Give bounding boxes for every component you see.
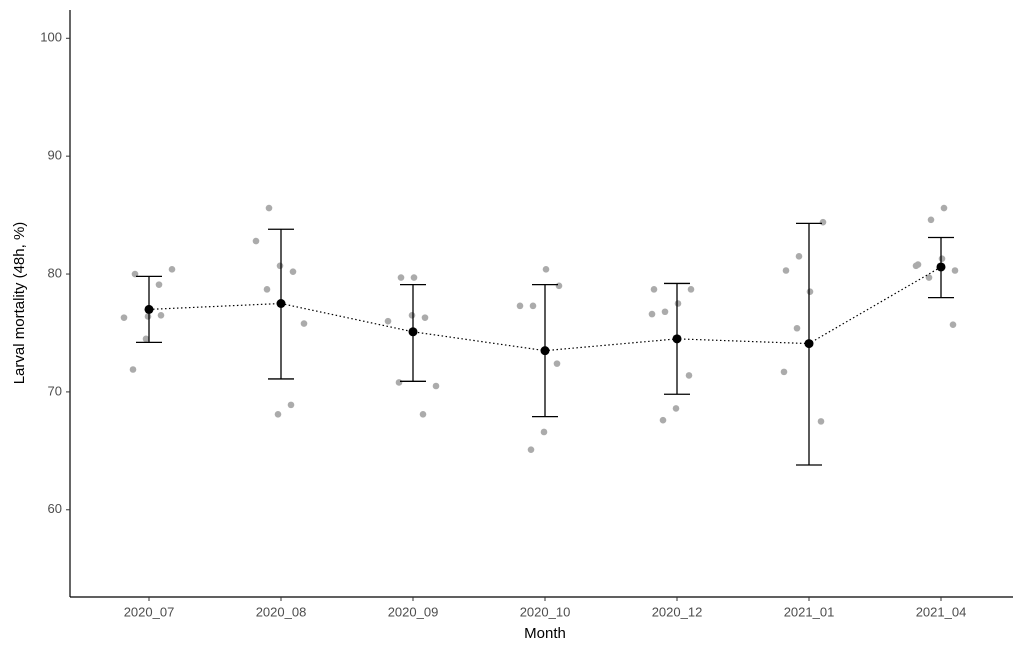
data-point: [806, 288, 814, 296]
data-point: [938, 255, 946, 263]
data-point: [287, 401, 295, 409]
x-axis-label: Month: [524, 625, 566, 642]
mean-point: [144, 304, 154, 314]
data-point: [925, 274, 933, 281]
data-point: [516, 302, 524, 310]
data-point: [780, 368, 788, 376]
data-point: [384, 317, 392, 325]
data-point: [819, 218, 827, 226]
data-point: [131, 270, 139, 278]
data-point: [795, 253, 803, 260]
data-point: [687, 286, 695, 293]
data-point: [553, 360, 561, 367]
mean-point: [672, 334, 682, 344]
data-point: [265, 204, 273, 212]
data-point: [527, 446, 535, 453]
x-tick-label: 2020_08: [256, 604, 307, 619]
x-tick-label: 2020_07: [124, 604, 175, 619]
data-point: [912, 262, 920, 270]
data-point: [410, 274, 418, 281]
data-point: [421, 314, 429, 321]
x-tick-label: 2020_09: [388, 604, 439, 619]
y-tick-label: 100: [40, 30, 62, 45]
data-point: [263, 286, 271, 293]
data-point: [951, 267, 959, 274]
y-tick-label: 90: [48, 148, 62, 163]
data-point: [274, 410, 282, 418]
data-point: [142, 335, 150, 343]
x-tick-label: 2021_01: [784, 604, 835, 619]
mean-point: [804, 339, 814, 349]
mean-point: [408, 327, 418, 337]
mean-point: [276, 299, 286, 308]
data-point: [252, 237, 260, 245]
data-point: [397, 274, 405, 281]
data-point: [940, 204, 948, 212]
data-point: [408, 311, 416, 319]
data-point: [650, 286, 658, 293]
data-point: [659, 416, 667, 424]
data-point: [661, 308, 669, 316]
data-point: [157, 311, 165, 319]
data-point: [129, 366, 137, 373]
data-point: [432, 382, 440, 390]
mean-point: [540, 346, 550, 356]
data-point: [672, 405, 680, 412]
y-tick-label: 70: [48, 383, 62, 398]
data-point: [540, 428, 548, 436]
data-point: [168, 266, 176, 273]
data-point: [120, 314, 128, 321]
data-point: [276, 262, 284, 270]
data-point: [300, 320, 308, 327]
mean-point: [936, 262, 946, 272]
data-point: [289, 268, 297, 275]
x-tick-label: 2020_10: [520, 604, 571, 619]
data-point: [927, 216, 935, 224]
data-point: [529, 302, 537, 310]
y-axis-label: Larval mortality (48h, %): [11, 222, 28, 385]
data-point: [648, 310, 656, 318]
x-tick-label: 2020_12: [652, 604, 703, 619]
y-tick-label: 80: [48, 265, 62, 280]
data-point: [793, 324, 801, 332]
data-point: [395, 379, 403, 386]
x-tick-label: 2021_04: [916, 604, 967, 619]
data-point: [817, 418, 825, 425]
data-point: [542, 266, 550, 273]
data-point: [949, 321, 957, 329]
data-point: [419, 410, 427, 418]
data-point: [685, 372, 693, 379]
data-point: [144, 313, 152, 320]
y-tick-label: 60: [48, 501, 62, 516]
data-point: [674, 300, 682, 307]
data-point: [555, 282, 563, 290]
data-point: [782, 267, 790, 274]
data-point: [155, 281, 163, 288]
